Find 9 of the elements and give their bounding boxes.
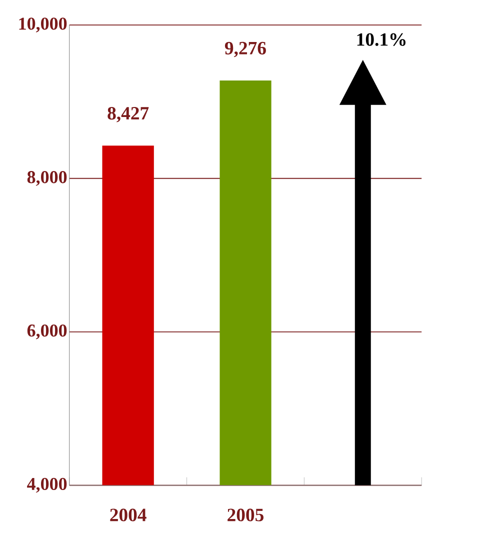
y-tick-label: 6,000 <box>28 324 67 340</box>
y-tick-label: 10,000 <box>19 18 67 32</box>
x-tick-label: 2004 <box>110 508 147 522</box>
x-tick-label: 2005 <box>228 508 264 522</box>
annotation: 10.1% <box>358 33 406 46</box>
data-label: 8,427 <box>108 106 149 122</box>
y-tick-label: 8,000 <box>28 171 67 186</box>
data-label: 9,276 <box>225 42 266 58</box>
y-tick-label: 4,000 <box>27 478 67 493</box>
